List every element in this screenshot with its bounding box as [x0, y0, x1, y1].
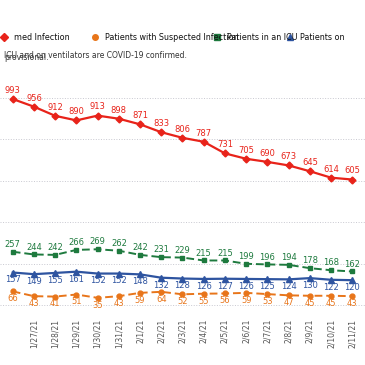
Text: 645: 645	[302, 158, 318, 167]
Text: 120: 120	[345, 283, 360, 292]
Text: provisional.: provisional.	[4, 53, 49, 62]
Text: 55: 55	[199, 297, 209, 306]
Text: 152: 152	[90, 276, 105, 285]
Text: 731: 731	[217, 140, 233, 149]
Text: 257: 257	[5, 240, 21, 249]
Text: Hospitalizations Reported by MS Hospitals, 1/25/21-2/14/: Hospitalizations Reported by MS Hospital…	[4, 11, 319, 20]
Text: 269: 269	[90, 237, 105, 246]
Text: 833: 833	[153, 119, 169, 128]
Text: 705: 705	[238, 146, 254, 155]
Text: 132: 132	[153, 281, 169, 289]
Text: 262: 262	[111, 239, 127, 248]
Text: 124: 124	[281, 282, 296, 291]
Text: 53: 53	[262, 297, 273, 306]
Text: 126: 126	[238, 282, 254, 291]
Text: 43: 43	[28, 299, 39, 308]
Text: 215: 215	[217, 249, 233, 258]
Text: 130: 130	[302, 281, 318, 290]
Text: 168: 168	[323, 258, 339, 267]
Text: 66: 66	[7, 294, 18, 303]
Text: 148: 148	[132, 277, 148, 286]
Text: 242: 242	[132, 243, 148, 252]
Text: 244: 244	[26, 243, 42, 251]
Text: 690: 690	[260, 149, 275, 158]
Text: 155: 155	[47, 276, 63, 285]
Text: 673: 673	[281, 152, 297, 161]
Text: 956: 956	[26, 93, 42, 103]
Text: 45: 45	[326, 299, 336, 308]
Text: 266: 266	[68, 238, 84, 247]
Text: 231: 231	[153, 245, 169, 254]
Text: 59: 59	[241, 296, 251, 305]
Text: med Infection: med Infection	[14, 33, 69, 42]
Text: 52: 52	[177, 297, 188, 306]
Text: 194: 194	[281, 253, 296, 262]
Text: 35: 35	[92, 301, 103, 310]
Text: 787: 787	[196, 128, 212, 138]
Text: 128: 128	[174, 281, 191, 291]
Text: 43: 43	[347, 299, 358, 308]
Text: 125: 125	[260, 282, 275, 291]
Text: 178: 178	[302, 256, 318, 265]
Text: 47: 47	[283, 298, 294, 307]
Text: 806: 806	[174, 125, 191, 134]
Text: 127: 127	[217, 282, 233, 291]
Text: 64: 64	[156, 295, 166, 304]
Text: 196: 196	[260, 253, 275, 261]
Text: 993: 993	[5, 86, 21, 95]
Text: 157: 157	[5, 276, 21, 284]
Text: 41: 41	[50, 300, 61, 308]
Text: 605: 605	[344, 166, 360, 176]
Text: 215: 215	[196, 249, 212, 258]
Text: 43: 43	[114, 299, 124, 308]
Text: 122: 122	[323, 283, 339, 292]
Text: 161: 161	[69, 274, 84, 284]
Text: 898: 898	[111, 105, 127, 115]
Text: 199: 199	[238, 252, 254, 261]
Text: 152: 152	[111, 276, 127, 285]
Text: 871: 871	[132, 111, 148, 120]
Text: Patients in an ICU: Patients in an ICU	[227, 33, 298, 42]
Text: 56: 56	[220, 296, 230, 306]
Text: 614: 614	[323, 165, 339, 173]
Text: Patients on: Patients on	[300, 33, 345, 42]
Text: ICU and on ventilators are COVID-19 confirmed.: ICU and on ventilators are COVID-19 conf…	[4, 51, 187, 60]
Text: 126: 126	[196, 282, 212, 291]
Text: 45: 45	[304, 299, 315, 308]
Text: 912: 912	[47, 103, 63, 112]
Text: 913: 913	[90, 103, 105, 111]
Text: 242: 242	[47, 243, 63, 252]
Text: 149: 149	[26, 277, 42, 286]
Text: Patients with Suspected Infection: Patients with Suspected Infection	[105, 33, 239, 42]
Text: 890: 890	[69, 107, 84, 116]
Text: 162: 162	[344, 260, 360, 269]
Text: 229: 229	[174, 246, 191, 255]
Text: 51: 51	[71, 297, 82, 307]
Text: 59: 59	[135, 296, 145, 305]
